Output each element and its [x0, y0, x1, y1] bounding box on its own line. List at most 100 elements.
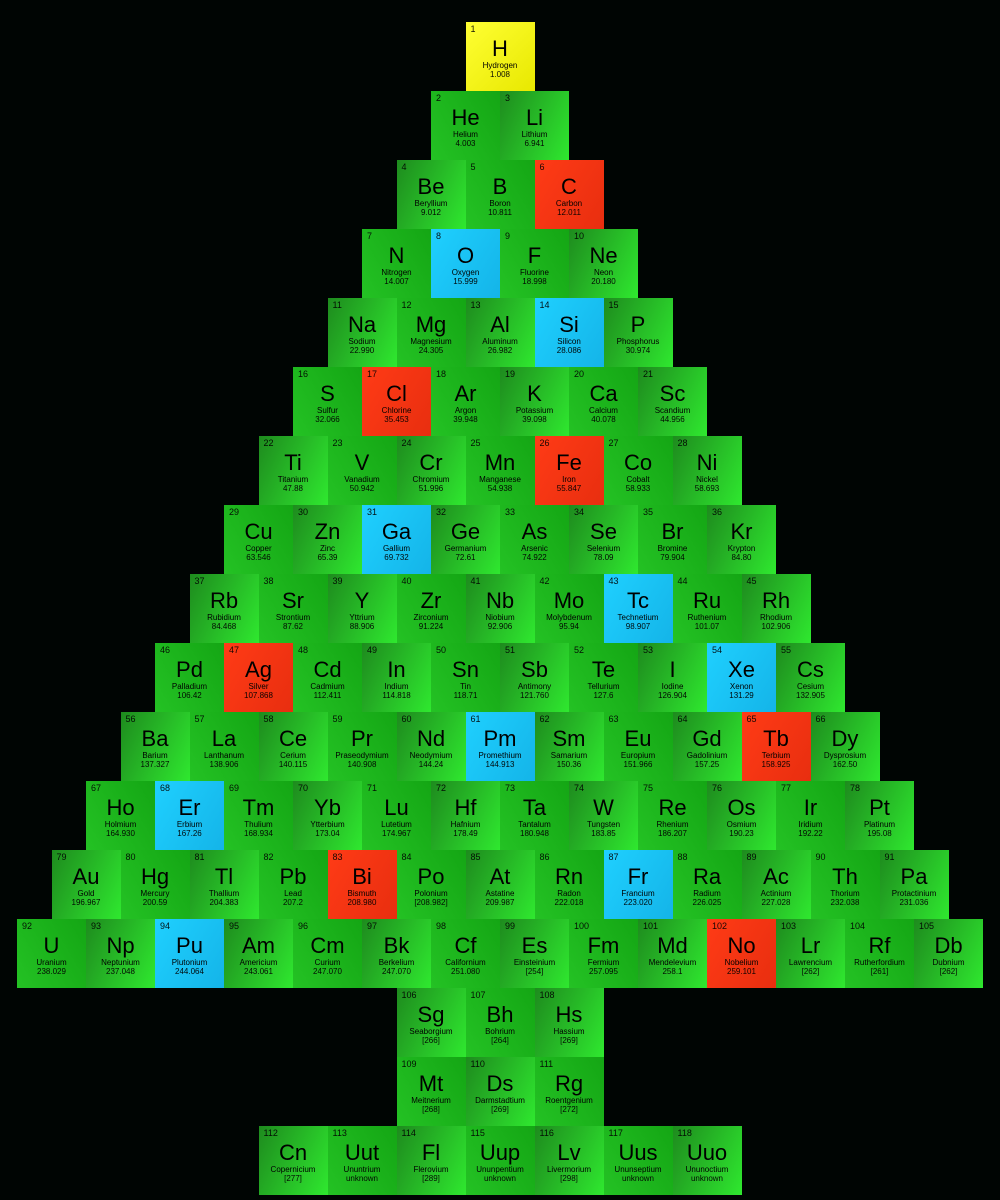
- atomic-mass: [208.982]: [414, 899, 447, 907]
- atomic-number: 94: [160, 922, 170, 931]
- element-symbol: Np: [106, 935, 134, 957]
- atomic-mass: 44.956: [660, 416, 684, 424]
- element-name: Mendelevium: [649, 959, 697, 967]
- element-name: Roentgenium: [545, 1097, 593, 1105]
- element-name: Bohrium: [485, 1028, 515, 1036]
- element-symbol: Re: [658, 797, 686, 819]
- atomic-mass: 18.998: [522, 278, 546, 286]
- atomic-number: 80: [126, 853, 136, 862]
- element-name: Neon: [594, 269, 613, 277]
- element-symbol: Sb: [521, 659, 548, 681]
- atomic-mass: unknown: [484, 1175, 516, 1183]
- atomic-mass: 257.095: [589, 968, 618, 976]
- element-cell-si: 14SiSilicon28.086: [535, 298, 604, 367]
- element-cell-nb: 41NbNiobium92.906: [466, 574, 535, 643]
- element-cell-sm: 62SmSamarium150.36: [535, 712, 604, 781]
- atomic-number: 111: [540, 1060, 554, 1069]
- atomic-number: 62: [540, 715, 550, 724]
- atomic-number: 96: [298, 922, 308, 931]
- atomic-mass: [277]: [284, 1175, 302, 1183]
- element-cell-zn: 30ZnZinc65.39: [293, 505, 362, 574]
- atomic-number: 6: [540, 163, 545, 172]
- element-symbol: Os: [727, 797, 755, 819]
- element-cell-sg: 106SgSeaborgium[266]: [397, 988, 466, 1057]
- atomic-mass: unknown: [622, 1175, 654, 1183]
- element-name: Beryllium: [415, 200, 448, 208]
- atomic-number: 45: [747, 577, 757, 586]
- atomic-mass: 10.811: [488, 209, 512, 217]
- atomic-mass: 84.80: [731, 554, 751, 562]
- element-cell-kr: 36KrKrypton84.80: [707, 505, 776, 574]
- atomic-mass: 20.180: [591, 278, 615, 286]
- element-cell-hf: 72HfHafnium178.49: [431, 781, 500, 850]
- element-symbol: Cu: [244, 521, 272, 543]
- element-cell-pu: 94PuPlutonium244.064: [155, 919, 224, 988]
- atomic-number: 29: [229, 508, 239, 517]
- element-cell-be: 4BeBeryllium9.012: [397, 160, 466, 229]
- atomic-number: 73: [505, 784, 515, 793]
- atomic-mass: 28.086: [557, 347, 581, 355]
- element-name: Ununtrium: [344, 1166, 381, 1174]
- element-symbol: Ni: [697, 452, 718, 474]
- element-symbol: Pr: [351, 728, 373, 750]
- element-symbol: Rn: [555, 866, 583, 888]
- element-symbol: Eu: [625, 728, 652, 750]
- atomic-mass: 244.064: [175, 968, 204, 976]
- element-symbol: Sg: [418, 1004, 445, 1026]
- atomic-number: 14: [540, 301, 550, 310]
- atomic-number: 98: [436, 922, 446, 931]
- element-name: Darmstadtium: [475, 1097, 525, 1105]
- atomic-mass: [289]: [422, 1175, 440, 1183]
- element-symbol: Ho: [106, 797, 134, 819]
- atomic-number: 59: [333, 715, 343, 724]
- element-symbol: K: [527, 383, 542, 405]
- atomic-mass: 91.224: [419, 623, 443, 631]
- element-name: Barium: [142, 752, 167, 760]
- element-symbol: Fl: [422, 1142, 440, 1164]
- element-name: Californium: [445, 959, 485, 967]
- element-cell-ta: 73TaTantalum180.948: [500, 781, 569, 850]
- element-name: Terbium: [762, 752, 790, 760]
- element-cell-o: 8OOxygen15.999: [431, 229, 500, 298]
- element-cell-n: 7NNitrogen14.007: [362, 229, 431, 298]
- element-cell-rb: 37RbRubidium84.468: [190, 574, 259, 643]
- element-cell-pd: 46PdPalladium106.42: [155, 643, 224, 712]
- element-name: Mercury: [141, 890, 170, 898]
- element-name: Gadolinium: [687, 752, 727, 760]
- atomic-number: 25: [471, 439, 481, 448]
- element-name: Titanium: [278, 476, 308, 484]
- atomic-number: 55: [781, 646, 791, 655]
- element-name: Curium: [315, 959, 341, 967]
- element-name: Ununpentium: [476, 1166, 524, 1174]
- element-symbol: Th: [832, 866, 858, 888]
- atomic-mass: [262]: [802, 968, 820, 976]
- element-name: Thallium: [209, 890, 239, 898]
- atomic-number: 35: [643, 508, 653, 517]
- atomic-mass: [264]: [491, 1037, 509, 1045]
- element-cell-uuo: 118UuoUnunoctiumunknown: [673, 1126, 742, 1195]
- atomic-mass: 173.04: [315, 830, 339, 838]
- element-symbol: I: [669, 659, 675, 681]
- atomic-number: 104: [850, 922, 865, 931]
- atomic-number: 61: [471, 715, 481, 724]
- element-cell-s: 16SSulfur32.066: [293, 367, 362, 436]
- element-cell-re: 75ReRhenium186.207: [638, 781, 707, 850]
- element-cell-pt: 78PtPlatinum195.08: [845, 781, 914, 850]
- element-cell-as: 33AsArsenic74.922: [500, 505, 569, 574]
- atomic-number: 92: [22, 922, 32, 931]
- atomic-mass: 132.905: [796, 692, 825, 700]
- element-cell-uus: 117UusUnunseptiumunknown: [604, 1126, 673, 1195]
- element-cell-yb: 70YbYtterbium173.04: [293, 781, 362, 850]
- element-name: Tin: [460, 683, 471, 691]
- element-cell-xe: 54XeXenon131.29: [707, 643, 776, 712]
- element-symbol: O: [457, 245, 474, 267]
- atomic-number: 100: [574, 922, 589, 931]
- element-cell-po: 84PoPolonium[208.982]: [397, 850, 466, 919]
- atomic-number: 20: [574, 370, 584, 379]
- element-symbol: Pd: [176, 659, 203, 681]
- atomic-number: 74: [574, 784, 584, 793]
- element-name: Boron: [489, 200, 510, 208]
- element-cell-fm: 100FmFermium257.095: [569, 919, 638, 988]
- element-cell-c: 6CCarbon12.011: [535, 160, 604, 229]
- element-name: Tantalum: [518, 821, 550, 829]
